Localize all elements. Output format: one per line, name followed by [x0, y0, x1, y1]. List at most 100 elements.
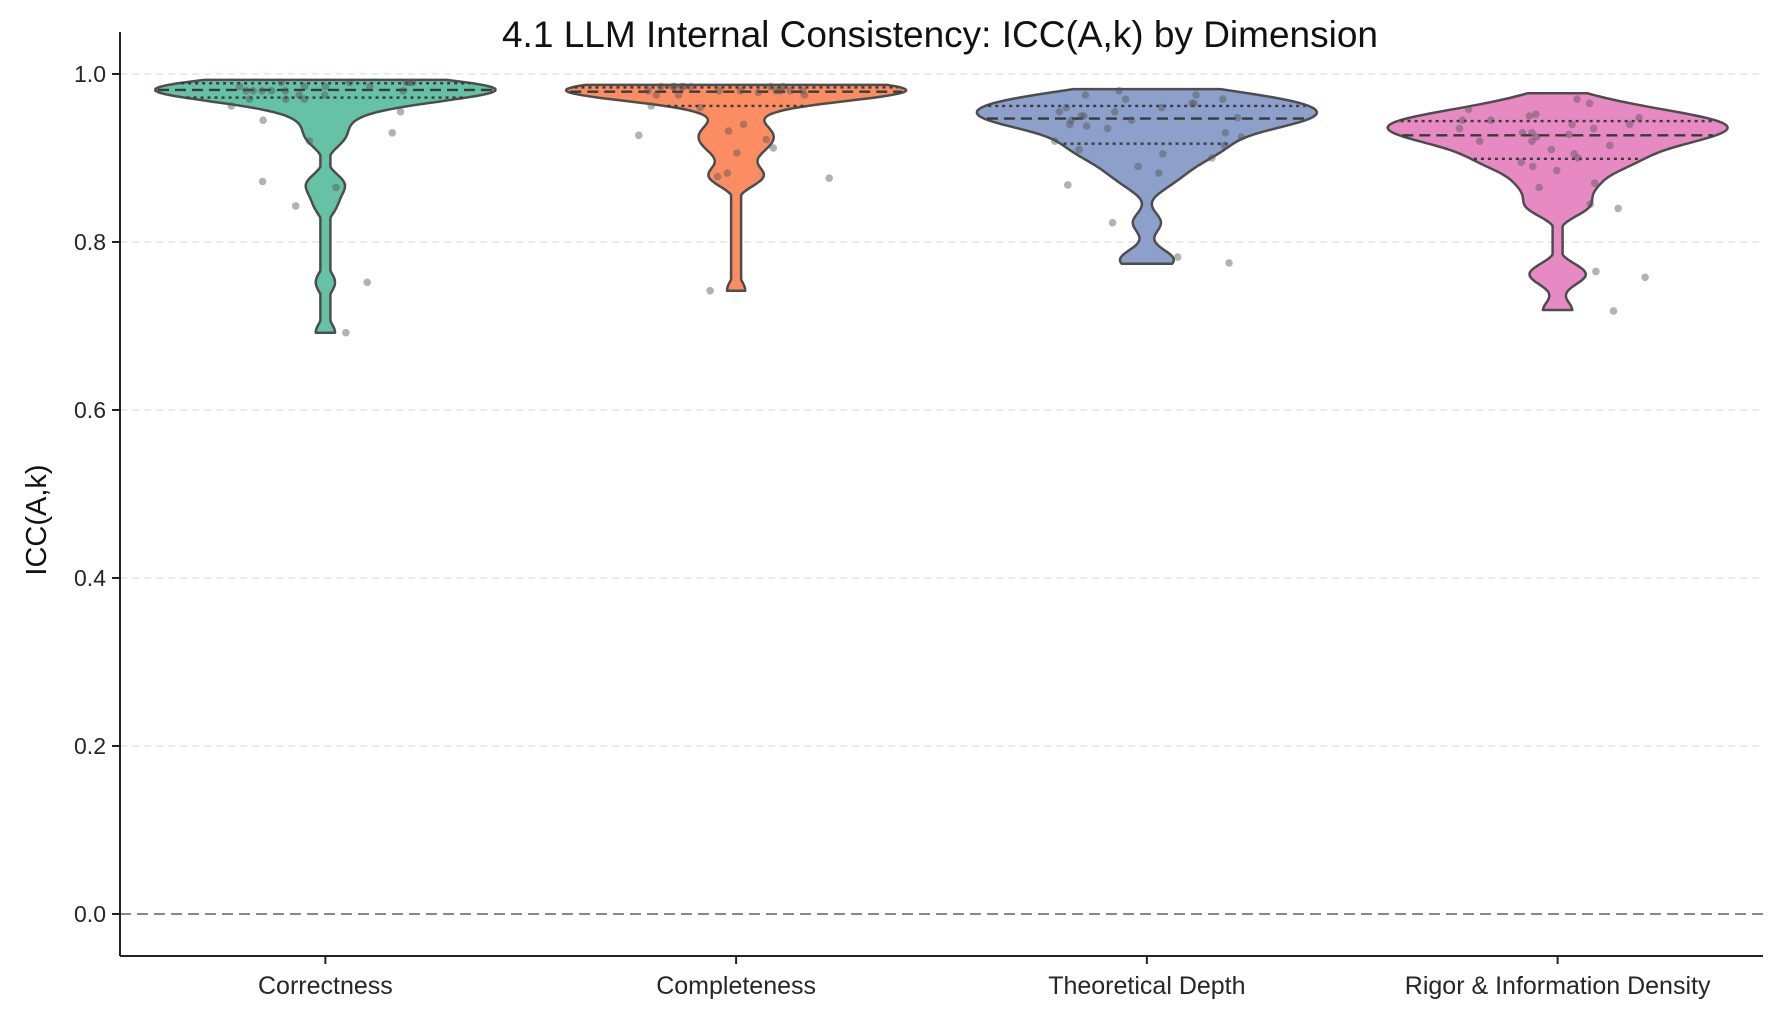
data-point — [1077, 112, 1085, 120]
data-point — [1528, 129, 1536, 137]
x-tick-label: Correctness — [258, 972, 393, 1000]
data-point — [1190, 99, 1198, 108]
data-point — [1173, 253, 1182, 261]
data-point — [647, 102, 655, 110]
data-point — [300, 82, 309, 91]
x-tick-label: Completeness — [656, 972, 816, 1000]
data-point — [766, 82, 775, 91]
data-point — [258, 87, 266, 95]
data-point — [677, 82, 686, 91]
chart-title: 4.1 LLM Internal Consistency: ICC(A,k) b… — [502, 14, 1378, 55]
data-point — [242, 87, 250, 95]
data-point — [1547, 145, 1556, 154]
data-point — [1075, 145, 1083, 154]
data-point — [399, 87, 408, 95]
data-point — [1121, 95, 1130, 103]
data-point — [706, 286, 714, 295]
data-point — [723, 169, 732, 177]
data-point — [1573, 95, 1581, 103]
data-point — [1553, 166, 1561, 175]
data-point — [405, 78, 414, 87]
data-point — [1064, 181, 1072, 189]
data-point — [396, 108, 405, 116]
data-point — [305, 137, 314, 145]
data-point — [786, 87, 794, 95]
data-point — [1080, 112, 1088, 120]
data-point — [1157, 103, 1166, 112]
data-point — [1455, 124, 1464, 133]
data-point — [1108, 218, 1117, 227]
y-tick-label: 0.4 — [74, 565, 106, 591]
data-point — [1518, 129, 1527, 137]
data-point — [332, 183, 340, 192]
data-point — [1111, 108, 1119, 116]
data-point — [1487, 116, 1495, 124]
y-tick-label: 0.6 — [74, 397, 106, 423]
x-tick-label: Theoretical Depth — [1048, 972, 1245, 1000]
data-point — [674, 91, 683, 99]
data-point — [1127, 116, 1136, 124]
data-point — [1586, 200, 1595, 208]
data-point — [1188, 99, 1196, 108]
axes: 0.0 0.2 0.4 0.6 0.8 1.0 Correctness Completenes… — [74, 32, 1763, 1000]
data-point — [1464, 105, 1473, 114]
data-point — [1219, 95, 1227, 103]
data-point — [1585, 99, 1594, 108]
data-point — [1641, 273, 1649, 282]
data-point — [1614, 204, 1622, 213]
data-point — [321, 91, 329, 99]
data-point — [249, 87, 257, 95]
violins — [154, 78, 1729, 334]
data-point — [1134, 162, 1142, 171]
data-point — [1115, 87, 1123, 95]
data-point — [1609, 307, 1618, 315]
data-point — [342, 328, 350, 337]
data-point — [1606, 141, 1614, 150]
data-point — [1625, 120, 1634, 129]
data-point — [366, 82, 374, 91]
data-point — [680, 82, 688, 91]
data-point — [754, 88, 763, 97]
data-point — [670, 82, 679, 91]
data-point — [1155, 169, 1163, 177]
data-point — [388, 129, 397, 137]
data-point — [652, 91, 661, 99]
data-point — [1103, 124, 1112, 133]
data-point — [687, 82, 695, 91]
data-point — [1081, 91, 1090, 99]
data-point — [1592, 267, 1600, 276]
data-point — [1066, 120, 1074, 129]
data-point — [696, 103, 704, 112]
data-point — [644, 87, 652, 95]
data-point — [1525, 112, 1534, 120]
data-point — [345, 78, 354, 87]
data-point — [281, 95, 290, 103]
data-point — [291, 202, 300, 210]
data-point — [724, 127, 733, 135]
data-point — [1574, 154, 1582, 162]
data-point — [713, 172, 722, 181]
data-point — [281, 87, 290, 95]
data-point — [245, 95, 254, 103]
x-tick-label: Rigor & Information Density — [1405, 972, 1711, 1000]
violin-1 — [564, 83, 908, 292]
data-point — [363, 278, 372, 287]
data-point — [295, 91, 304, 99]
y-tick-label: 0.0 — [74, 901, 106, 927]
data-point — [1532, 110, 1540, 119]
data-point — [408, 78, 417, 87]
violin-2 — [975, 87, 1319, 266]
data-point — [1570, 150, 1578, 158]
data-point — [1067, 116, 1075, 124]
data-point — [277, 78, 286, 87]
data-point — [762, 135, 770, 144]
y-axis-label: ICC(A,k) — [21, 464, 53, 575]
data-point — [259, 116, 267, 124]
data-point — [1590, 179, 1599, 187]
data-point — [778, 82, 787, 91]
data-point — [258, 177, 267, 186]
data-point — [772, 87, 780, 95]
data-point — [733, 149, 741, 157]
data-point — [1458, 116, 1467, 124]
